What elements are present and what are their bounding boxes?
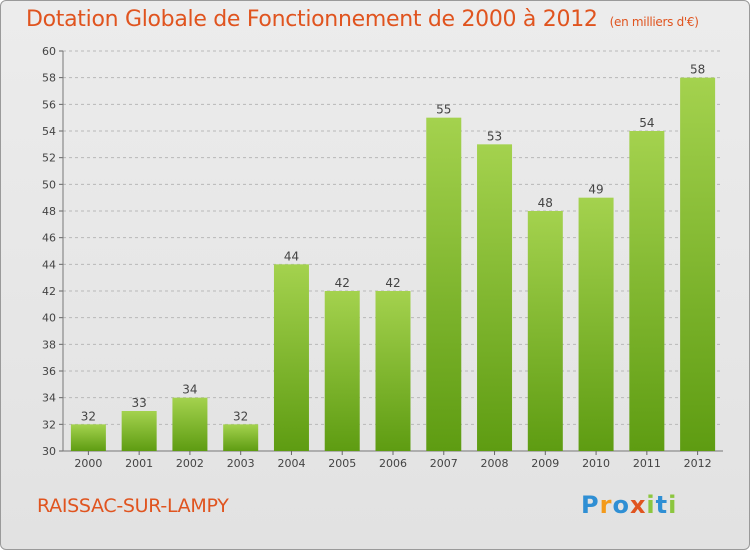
x-tick-label: 2004: [277, 457, 305, 470]
y-tick-label: 58: [42, 72, 56, 85]
y-tick-label: 38: [42, 338, 56, 351]
x-tick-label: 2003: [227, 457, 255, 470]
bar: [70, 424, 106, 451]
y-tick-label: 32: [42, 418, 56, 431]
x-tick-label: 2000: [74, 457, 102, 470]
x-tick-label: 2007: [430, 457, 458, 470]
bar-value-label: 42: [385, 276, 400, 290]
x-tick-label: 2008: [481, 457, 509, 470]
x-tick-label: 2006: [379, 457, 407, 470]
y-tick-label: 36: [42, 365, 56, 378]
y-tick-label: 30: [42, 445, 56, 458]
logo-letter: i: [646, 491, 656, 519]
tick-labels: 30 32 34 36 38 40 42 44 46 48 50 52 54 56 58 60 2000 2001…: [42, 45, 712, 470]
x-tick-label: 2010: [582, 457, 610, 470]
bars: [70, 77, 716, 452]
bar: [477, 144, 513, 452]
chart-subtitle: (en milliers d'€): [609, 15, 699, 29]
y-tick-label: 34: [42, 392, 56, 405]
bar: [629, 131, 665, 451]
bar: [172, 397, 208, 451]
chart-title-text: Dotation Globale de Fonctionnement de 20…: [26, 7, 598, 32]
y-tick-label: 42: [42, 285, 56, 298]
y-tick-label: 54: [42, 125, 56, 138]
logo-letter: x: [629, 491, 647, 519]
bar-value-label: 32: [233, 409, 248, 423]
bar: [324, 291, 360, 451]
y-tick-label: 46: [42, 232, 56, 245]
commune-name: RAISSAC-SUR-LAMPY: [37, 495, 229, 517]
logo-letter: t: [655, 491, 669, 519]
bar-value-label: 54: [639, 116, 654, 130]
bar-value-label: 55: [436, 103, 451, 117]
chart-title: Dotation Globale de Fonctionnement de 20…: [26, 7, 699, 32]
bar: [527, 211, 563, 451]
logo-letter: o: [612, 491, 630, 519]
bar-value-label: 32: [81, 409, 96, 423]
bar-value-label: 33: [132, 396, 147, 410]
bar: [375, 291, 411, 451]
bar-value-label: 34: [182, 383, 197, 397]
x-tick-label: 2009: [531, 457, 559, 470]
y-tick-label: 40: [42, 312, 56, 325]
bar-value-label: 44: [284, 249, 299, 263]
proxiti-logo: Proxiti: [581, 491, 677, 519]
x-tick-label: 2002: [176, 457, 204, 470]
bar-value-label: 53: [487, 129, 502, 143]
bar: [223, 424, 259, 451]
logo-letter: r: [599, 491, 613, 519]
y-tick-label: 44: [42, 258, 56, 271]
bar: [578, 197, 614, 451]
logo-letter: P: [581, 491, 600, 519]
x-tick-label: 2012: [684, 457, 712, 470]
bar: [426, 117, 462, 452]
x-tick-label: 2011: [633, 457, 661, 470]
x-tick-label: 2001: [125, 457, 153, 470]
bar: [121, 411, 157, 451]
bar-value-label: 42: [335, 276, 350, 290]
x-tick-label: 2005: [328, 457, 356, 470]
logo-letter: i: [668, 491, 678, 519]
bar-value-label: 58: [690, 63, 705, 77]
data-labels: 32 33 34 32 44 42 42 55 53 48 49 54 58: [81, 63, 706, 424]
bar: [273, 264, 309, 451]
bar-value-label: 49: [588, 183, 603, 197]
y-tick-label: 48: [42, 205, 56, 218]
y-tick-label: 50: [42, 178, 56, 191]
y-tick-label: 56: [42, 98, 56, 111]
y-tick-label: 52: [42, 152, 56, 165]
y-tick-label: 60: [42, 45, 56, 58]
bar-value-label: 48: [538, 196, 553, 210]
bar: [680, 77, 716, 452]
